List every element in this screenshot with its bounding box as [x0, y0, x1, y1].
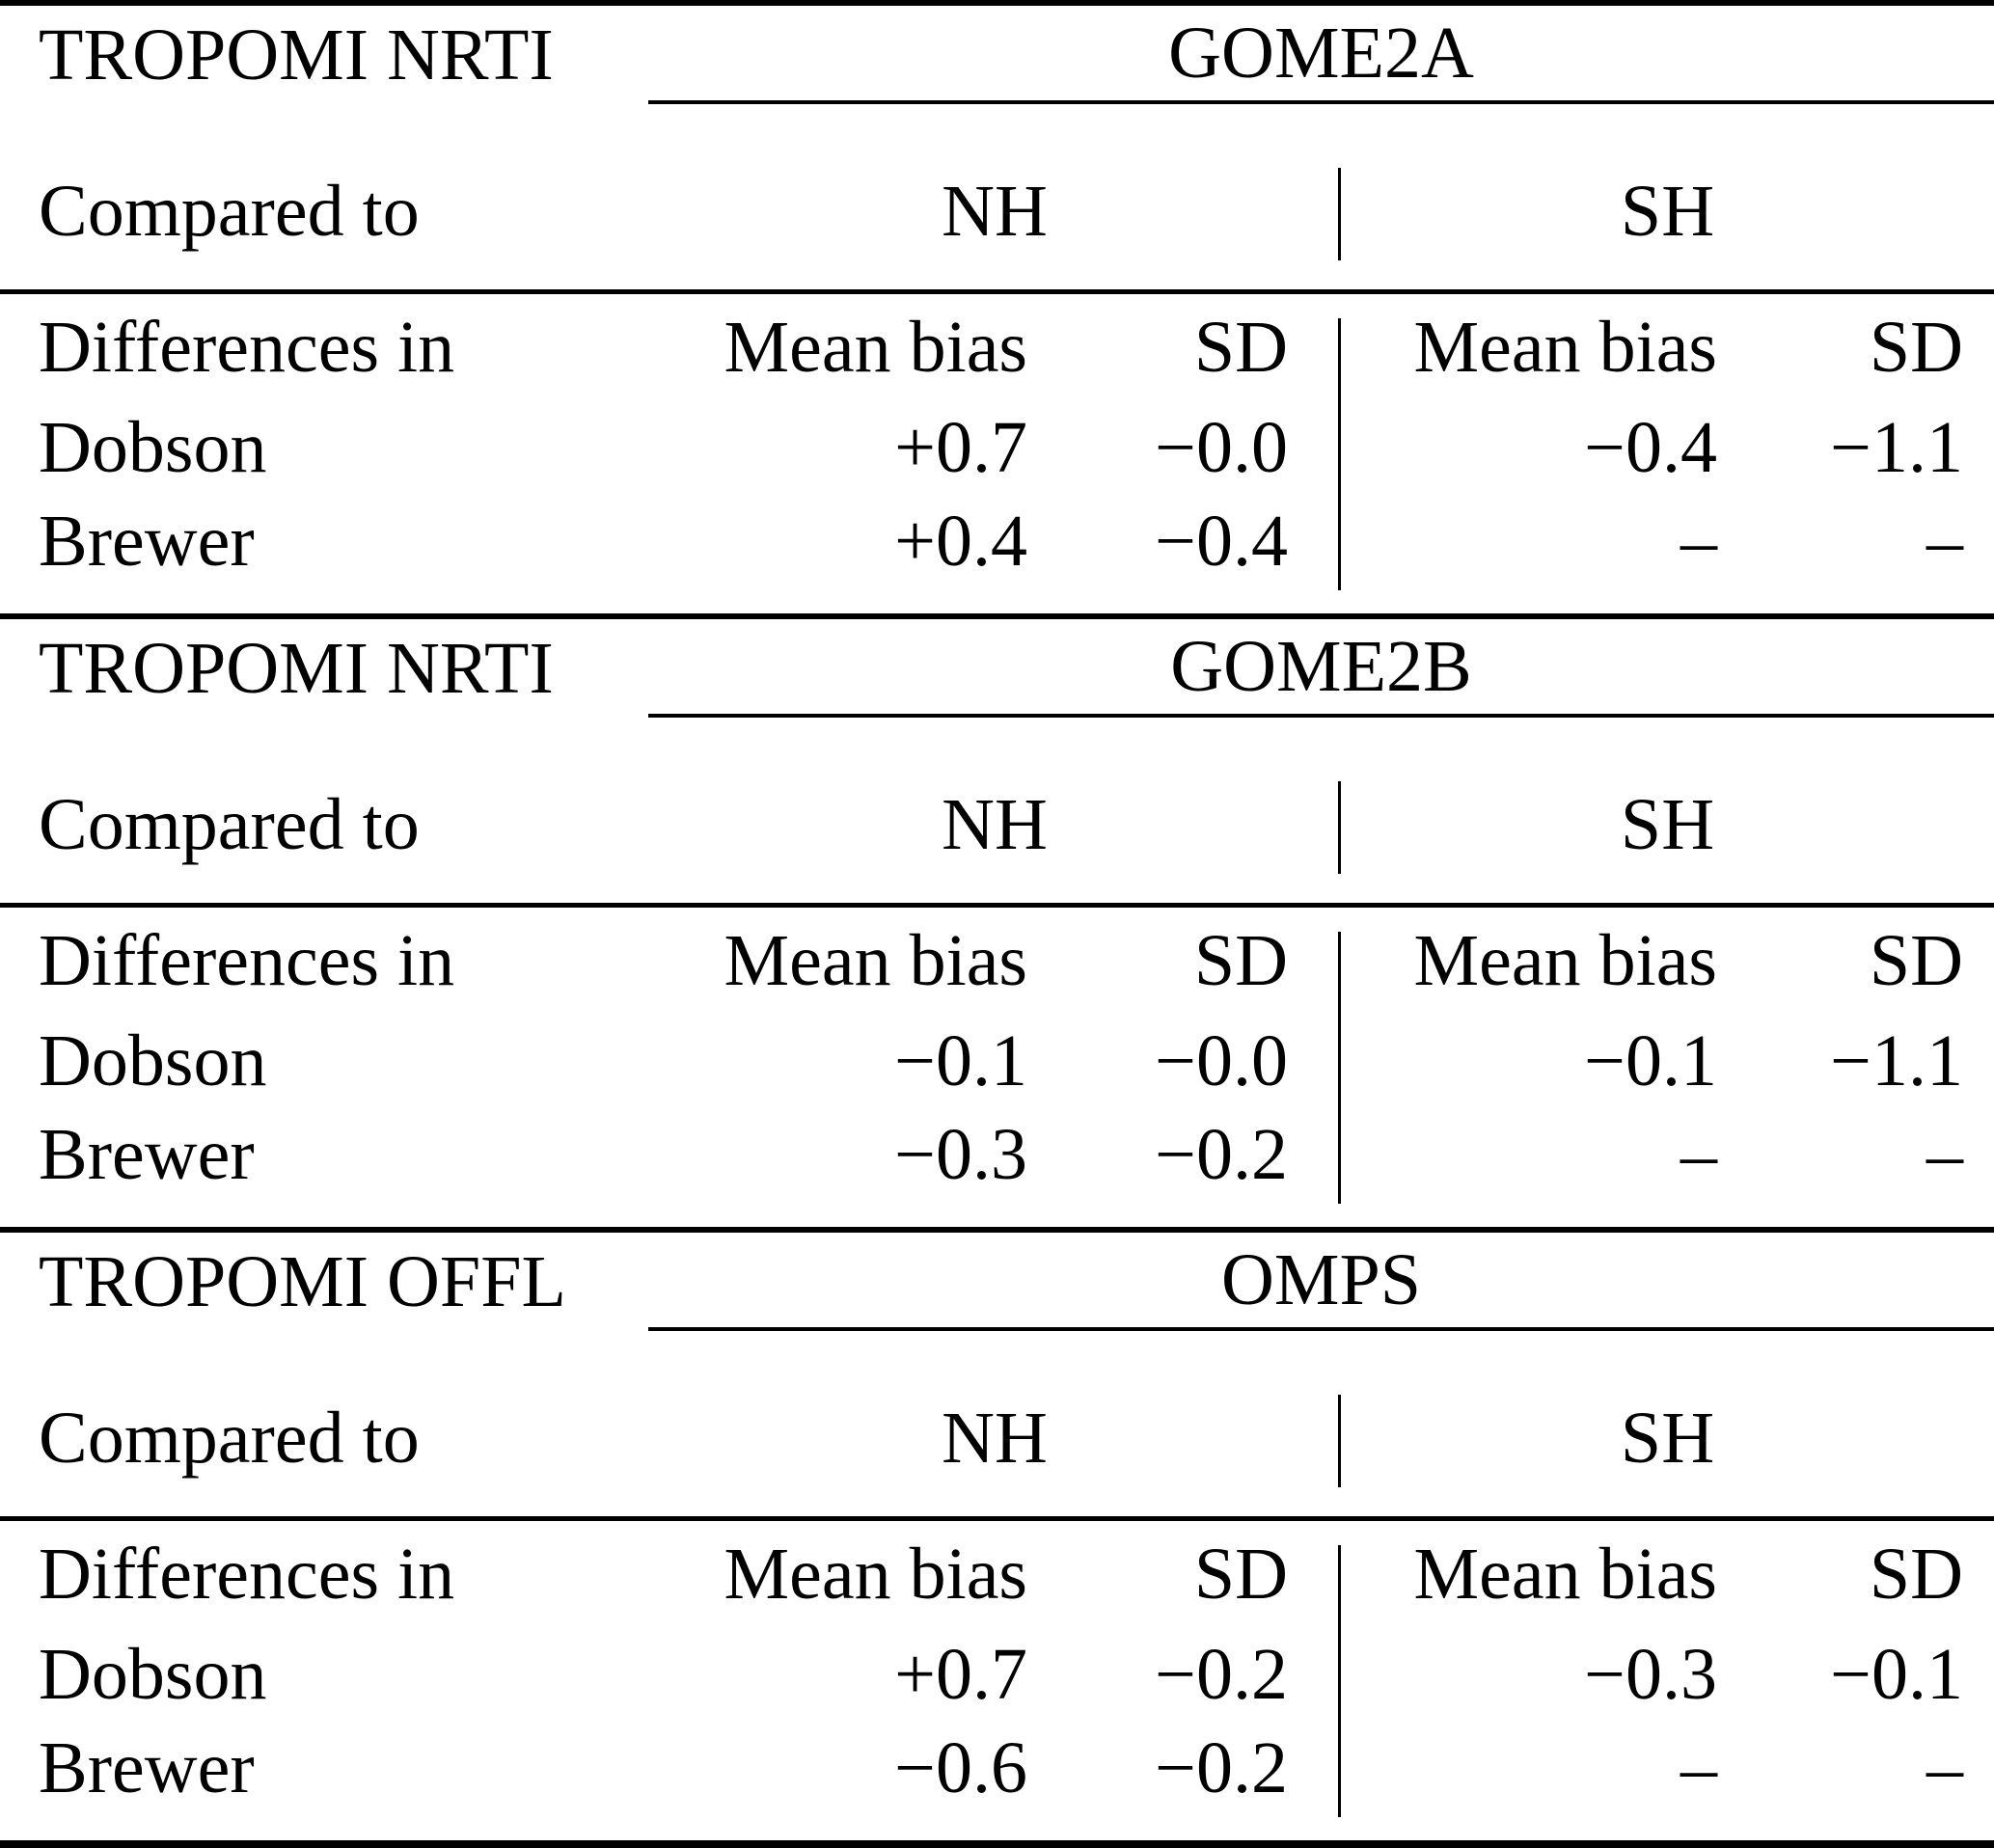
nh-column-header: NH: [942, 784, 1048, 865]
nh-mean-bias-value: +0.7: [894, 1633, 1027, 1715]
nh-sd-value: −0.4: [1155, 500, 1288, 582]
nh-sh-divider: [1338, 932, 1341, 1204]
sh-mean-bias-header: Mean bias: [1413, 920, 1717, 1001]
sh-sd-header: SD: [1869, 307, 1963, 388]
section-left-title: TROPOMI NRTI: [39, 628, 554, 709]
sh-mean-bias-header: Mean bias: [1413, 307, 1717, 388]
row-label: Dobson: [39, 406, 267, 488]
sh-sd-value: –: [1926, 1113, 1963, 1195]
nh-sd-value: −0.0: [1155, 1019, 1288, 1101]
group-title: GOME2A: [1168, 13, 1474, 94]
row-label: Brewer: [39, 1726, 255, 1808]
row-label: Dobson: [39, 1633, 267, 1715]
table-section-omps: TROPOMI OFFL OMPS Compared to NH SH Diff…: [0, 1227, 1994, 1840]
group-title-cell: GOME2A: [648, 6, 1994, 104]
group-title: GOME2B: [1170, 626, 1472, 707]
nh-sd-value: −0.2: [1155, 1633, 1288, 1715]
sh-column-header: SH: [1620, 171, 1715, 252]
horizontal-rule-mid: [0, 903, 1994, 908]
nh-mean-bias-header: Mean bias: [724, 920, 1027, 1001]
horizontal-rule-top: [0, 0, 1994, 6]
table-section-gome2a: TROPOMI NRTI GOME2A Compared to NH SH Di…: [0, 0, 1994, 613]
table-row-brewer: Brewer +0.4 −0.4 – –: [0, 494, 1994, 587]
nh-mean-bias-header: Mean bias: [724, 307, 1027, 388]
table-section-gome2b: TROPOMI NRTI GOME2B Compared to NH SH Di…: [0, 613, 1994, 1227]
group-title: OMPS: [1221, 1239, 1421, 1320]
sh-mean-bias-value: –: [1680, 500, 1717, 582]
section-left-title: TROPOMI OFFL: [39, 1241, 566, 1322]
group-title-cell: GOME2B: [648, 619, 1994, 718]
nh-sd-header: SD: [1193, 307, 1288, 388]
horizontal-rule-bottom: [0, 1840, 1994, 1848]
sh-sd-header: SD: [1869, 920, 1963, 1001]
horizontal-rule-mid: [0, 289, 1994, 294]
hemisphere-header-row: Compared to NH SH: [0, 104, 1994, 289]
nh-sd-value: −0.0: [1155, 406, 1288, 488]
nh-sh-divider: [1338, 781, 1341, 874]
compared-to-label: Compared to: [39, 784, 420, 865]
nh-sd-value: −0.2: [1155, 1726, 1288, 1808]
nh-sd-value: −0.2: [1155, 1113, 1288, 1195]
nh-mean-bias-header: Mean bias: [724, 1534, 1027, 1615]
nh-column-header: NH: [942, 171, 1048, 252]
table-row-dobson: Dobson +0.7 −0.0 −0.4 −1.1: [0, 400, 1994, 494]
horizontal-rule-separator: [0, 1227, 1994, 1233]
sh-mean-bias-value: −0.1: [1584, 1019, 1717, 1101]
table-row-brewer: Brewer −0.6 −0.2 – –: [0, 1721, 1994, 1814]
nh-mean-bias-value: −0.3: [894, 1113, 1027, 1195]
sh-sd-value: –: [1926, 500, 1963, 582]
hemisphere-header-row: Compared to NH SH: [0, 1331, 1994, 1516]
nh-mean-bias-value: +0.4: [894, 500, 1027, 582]
table-row-dobson: Dobson −0.1 −0.0 −0.1 −1.1: [0, 1014, 1994, 1107]
data-block: Differences in Mean bias SD Mean bias SD…: [0, 294, 1994, 613]
nh-sd-header: SD: [1193, 920, 1288, 1001]
nh-sd-header: SD: [1193, 1534, 1288, 1615]
sh-sd-value: −1.1: [1830, 1019, 1963, 1101]
sh-mean-bias-header: Mean bias: [1413, 1534, 1717, 1615]
group-title-cell: OMPS: [648, 1233, 1994, 1331]
sh-mean-bias-value: −0.4: [1584, 406, 1717, 488]
sh-sd-header: SD: [1869, 1534, 1963, 1615]
nh-sh-divider: [1338, 1395, 1341, 1487]
nh-sh-divider: [1338, 168, 1341, 260]
stat-header-row: Differences in Mean bias SD Mean bias SD: [0, 294, 1994, 400]
stat-header-row: Differences in Mean bias SD Mean bias SD: [0, 908, 1994, 1014]
horizontal-rule-mid: [0, 1516, 1994, 1521]
nh-mean-bias-value: +0.7: [894, 406, 1027, 488]
sh-mean-bias-value: –: [1680, 1113, 1717, 1195]
sh-column-header: SH: [1620, 784, 1715, 865]
sh-mean-bias-value: −0.3: [1584, 1633, 1717, 1715]
table-row-brewer: Brewer −0.3 −0.2 – –: [0, 1107, 1994, 1201]
compared-to-label: Compared to: [39, 1398, 420, 1479]
differences-label: Differences in: [39, 920, 455, 1001]
data-block: Differences in Mean bias SD Mean bias SD…: [0, 908, 1994, 1227]
group-header-row: TROPOMI OFFL OMPS: [0, 1233, 1994, 1331]
sh-column-header: SH: [1620, 1398, 1715, 1479]
stat-header-row: Differences in Mean bias SD Mean bias SD: [0, 1521, 1994, 1627]
group-header-row: TROPOMI NRTI GOME2A: [0, 6, 1994, 104]
sh-mean-bias-value: –: [1680, 1726, 1717, 1808]
nh-mean-bias-value: −0.6: [894, 1726, 1027, 1808]
compared-to-label: Compared to: [39, 171, 420, 252]
nh-mean-bias-value: −0.1: [894, 1019, 1027, 1101]
hemisphere-header-row: Compared to NH SH: [0, 718, 1994, 903]
data-block: Differences in Mean bias SD Mean bias SD…: [0, 1521, 1994, 1840]
table-row-dobson: Dobson +0.7 −0.2 −0.3 −0.1: [0, 1627, 1994, 1721]
nh-sh-divider: [1338, 318, 1341, 590]
differences-label: Differences in: [39, 1534, 455, 1615]
row-label: Brewer: [39, 500, 255, 582]
row-label: Dobson: [39, 1019, 267, 1101]
row-label: Brewer: [39, 1113, 255, 1195]
sh-sd-value: –: [1926, 1726, 1963, 1808]
nh-column-header: NH: [942, 1398, 1048, 1479]
differences-label: Differences in: [39, 307, 455, 388]
section-left-title: TROPOMI NRTI: [39, 14, 554, 95]
sh-sd-value: −0.1: [1830, 1633, 1963, 1715]
nh-sh-divider: [1338, 1545, 1341, 1817]
sh-sd-value: −1.1: [1830, 406, 1963, 488]
horizontal-rule-separator: [0, 613, 1994, 619]
group-header-row: TROPOMI NRTI GOME2B: [0, 619, 1994, 718]
